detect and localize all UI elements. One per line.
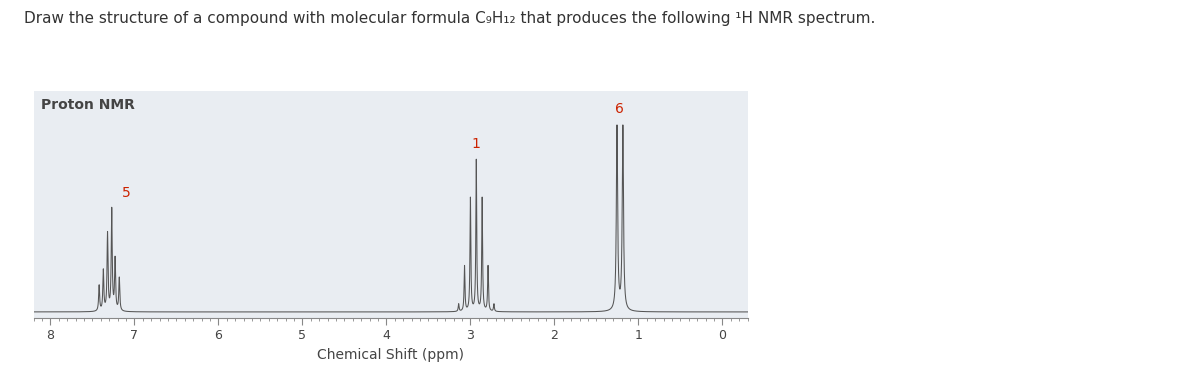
Text: Draw the structure of a compound with molecular formula C₉H₁₂ that produces the : Draw the structure of a compound with mo… <box>24 11 875 26</box>
X-axis label: Chemical Shift (ppm): Chemical Shift (ppm) <box>317 348 464 362</box>
Text: Proton NMR: Proton NMR <box>41 98 134 112</box>
Text: 6: 6 <box>616 101 624 116</box>
Text: 5: 5 <box>121 186 131 200</box>
Text: 1: 1 <box>472 137 481 151</box>
